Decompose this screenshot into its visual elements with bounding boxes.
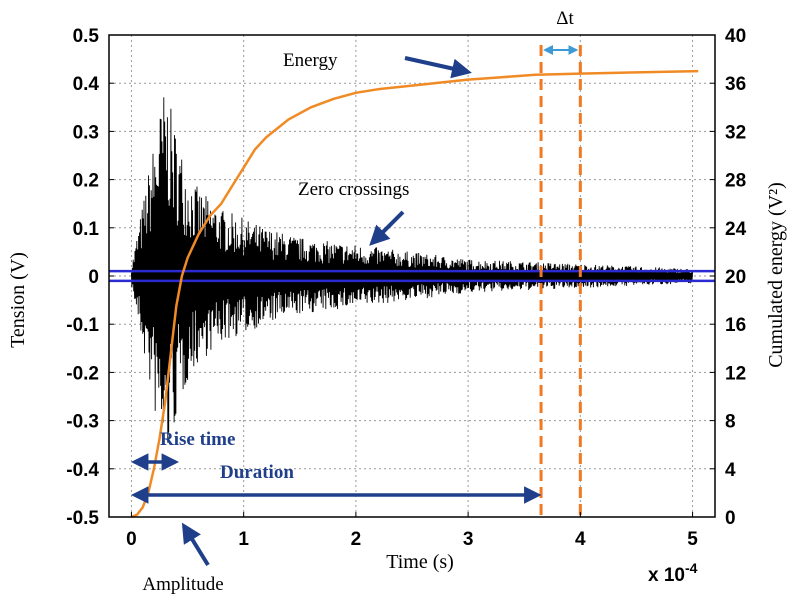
y-tick-left-label: -0.4	[66, 460, 99, 481]
x-tick-label: 1	[238, 529, 249, 550]
energy-arrow	[404, 56, 472, 79]
y-tick-right-label: 8	[725, 412, 736, 433]
amplitude-arrow	[181, 522, 210, 567]
annotations: Energy Δt Zero crossings Rise time Duration A…	[130, 8, 579, 595]
rise-time-label: Rise time	[160, 429, 235, 450]
x-tick-label: 4	[575, 529, 586, 550]
y-axis-right-title: Cumulated energy (V²)	[765, 182, 787, 368]
energy-curve	[130, 69, 699, 519]
y-tick-right-label: 24	[725, 219, 747, 240]
energy-label: Energy	[283, 50, 338, 71]
y-tick-right-label: 16	[725, 315, 746, 336]
y-tick-left-label: 0.2	[73, 171, 99, 192]
energy-line	[130, 69, 699, 519]
y-tick-right-label: 0	[725, 508, 736, 529]
delta-t-label: Δt	[556, 8, 574, 29]
y-tick-left-label: 0.4	[73, 74, 100, 95]
zero-crossings-arrow	[369, 210, 405, 246]
x-axis-title: Time (s)	[386, 551, 454, 573]
x-tick-label: 0	[126, 529, 137, 550]
duration-markers	[539, 45, 582, 517]
y-tick-right-label: 20	[725, 267, 746, 288]
x-axis-ticks: 0 1 2 3 4 5	[126, 512, 698, 550]
duration-label: Duration	[220, 462, 294, 483]
y-tick-right-label: 40	[725, 26, 746, 47]
y-axis-left-ticks: 0.5 0.4 0.3 0.2 0.1 0 -0.1 -0.2 -0.3 -0.4 -0.5	[66, 26, 114, 529]
y-tick-right-label: 32	[725, 122, 746, 143]
y-tick-left-label: -0.2	[66, 363, 99, 384]
y-axis-left-title: Tension (V)	[7, 252, 29, 348]
x-tick-label: 5	[687, 529, 698, 550]
zero-crossings-label: Zero crossings	[298, 179, 409, 200]
y-tick-right-label: 28	[725, 171, 746, 192]
y-tick-right-label: 36	[725, 74, 746, 95]
y-tick-left-label: 0.1	[73, 219, 100, 240]
y-tick-left-label: -0.3	[66, 412, 99, 433]
y-tick-left-label: 0.5	[73, 26, 100, 47]
x-multiplier-exponent: -4	[685, 560, 698, 576]
y-tick-right-label: 12	[725, 363, 746, 384]
y-tick-left-label: -0.5	[66, 508, 99, 529]
x-tick-label: 2	[351, 529, 362, 550]
y-tick-left-label: 0	[88, 267, 99, 288]
x-axis-multiplier: x 10-4	[648, 560, 698, 586]
y-tick-left-label: 0.3	[73, 122, 99, 143]
y-tick-left-label: -0.1	[66, 315, 99, 336]
threshold-lines	[109, 269, 715, 283]
x-tick-label: 3	[463, 529, 474, 550]
amplitude-label: Amplitude	[142, 574, 223, 595]
x-multiplier-base: x 10	[648, 565, 685, 586]
y-tick-right-label: 4	[725, 460, 736, 481]
